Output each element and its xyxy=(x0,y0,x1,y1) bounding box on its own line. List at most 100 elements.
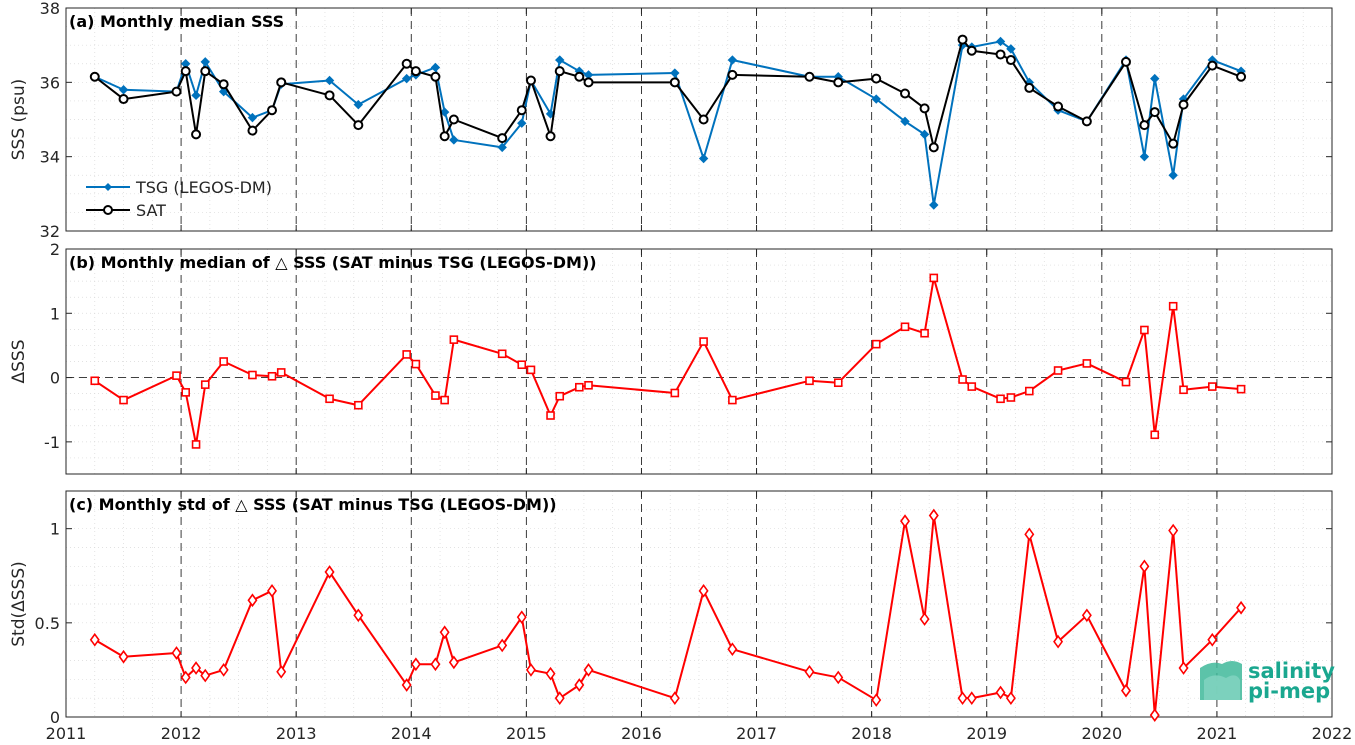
data-point xyxy=(180,66,191,77)
x-tick-label: 2020 xyxy=(1081,724,1122,743)
y-tick-label: 32 xyxy=(40,222,60,241)
logo-text-line1: salinity xyxy=(1248,659,1335,683)
data-point xyxy=(411,359,421,369)
data-point xyxy=(324,75,335,86)
data-point xyxy=(497,349,507,359)
data-point xyxy=(995,685,1006,700)
data-point xyxy=(191,90,201,101)
y-tick-label: 38 xyxy=(40,0,60,18)
data-point xyxy=(958,375,967,384)
data-point xyxy=(900,88,911,99)
data-point xyxy=(1208,382,1217,391)
data-point xyxy=(920,328,929,338)
y-tick-label: 36 xyxy=(40,73,60,92)
y-tick-label: 1 xyxy=(50,304,60,323)
data-point xyxy=(191,440,201,449)
panel-3: 0 0.5 1 2011 2012 2013 2014 2015 2016 2017 2018 201… xyxy=(9,490,1352,743)
data-point xyxy=(401,58,412,69)
data-point xyxy=(276,77,287,88)
data-point xyxy=(1081,116,1092,127)
data-point xyxy=(804,71,815,82)
data-point xyxy=(517,118,527,128)
data-point xyxy=(353,608,364,623)
data-point xyxy=(1139,120,1150,131)
data-point xyxy=(545,666,556,681)
data-point xyxy=(324,565,335,579)
data-point xyxy=(727,642,738,657)
data-point xyxy=(583,77,594,88)
data-point xyxy=(431,391,440,400)
data-point xyxy=(966,45,977,56)
data-point xyxy=(1025,386,1034,396)
data-point xyxy=(1150,73,1160,84)
data-point xyxy=(1207,60,1218,71)
data-point xyxy=(996,394,1005,404)
x-tick-label: 2018 xyxy=(851,724,892,743)
data-point xyxy=(1120,56,1131,67)
data-point xyxy=(219,357,228,366)
data-point xyxy=(584,380,593,390)
data-point xyxy=(699,337,708,346)
data-point xyxy=(353,99,364,110)
data-point xyxy=(430,62,441,73)
legend-label: TSG (LEGOS-DM) xyxy=(135,178,272,197)
data-point xyxy=(276,664,287,679)
data-point xyxy=(900,514,911,528)
data-point xyxy=(90,376,100,386)
data-point xyxy=(545,131,556,142)
data-point xyxy=(555,55,565,65)
data-point xyxy=(871,94,881,104)
data-point xyxy=(247,112,258,123)
data-point xyxy=(583,663,594,677)
data-point xyxy=(497,133,508,144)
data-point xyxy=(516,610,527,625)
data-point xyxy=(727,69,738,80)
data-point xyxy=(430,71,441,82)
data-point xyxy=(180,670,191,685)
data-point xyxy=(1121,377,1131,387)
data-point xyxy=(574,678,585,692)
axes-box xyxy=(65,248,1333,475)
data-point xyxy=(1053,101,1064,112)
data-point xyxy=(247,125,258,136)
data-point xyxy=(497,142,507,153)
data-point xyxy=(966,691,977,706)
data-point xyxy=(670,68,680,78)
data-point xyxy=(439,131,450,142)
data-point xyxy=(171,646,182,660)
data-point xyxy=(555,391,565,401)
data-point xyxy=(439,625,450,640)
data-point xyxy=(1082,359,1092,368)
data-point xyxy=(871,73,882,84)
x-tick-label: 2013 xyxy=(276,724,317,743)
y-axis-label: Std(ΔSSS) xyxy=(9,561,29,647)
y-tick-label: 1 xyxy=(50,520,60,539)
data-point xyxy=(526,365,536,375)
data-point xyxy=(805,376,814,386)
data-point xyxy=(1168,138,1179,149)
axes-box xyxy=(65,7,1333,232)
series-line xyxy=(94,514,1242,717)
data-point xyxy=(248,370,257,380)
data-point xyxy=(1053,366,1063,375)
data-point xyxy=(728,395,737,405)
logo-emblem-inner xyxy=(1204,675,1240,700)
data-point xyxy=(871,693,882,707)
data-point xyxy=(448,655,459,670)
data-point xyxy=(919,612,930,626)
data-point xyxy=(698,114,709,125)
x-tick-label: 2021 xyxy=(1197,724,1238,743)
data-point xyxy=(833,77,844,88)
data-point xyxy=(525,75,536,86)
data-point xyxy=(670,388,680,398)
data-point xyxy=(267,371,277,381)
data-point xyxy=(497,638,508,653)
data-point xyxy=(928,142,939,153)
logo-text-line2: pi-mep xyxy=(1248,679,1330,703)
data-point xyxy=(1139,151,1150,162)
panel-title: (a) Monthly median SSS xyxy=(69,12,284,31)
x-tick-label: 2017 xyxy=(736,724,777,743)
data-point xyxy=(1168,301,1178,311)
y-tick-label: 0 xyxy=(50,369,60,388)
